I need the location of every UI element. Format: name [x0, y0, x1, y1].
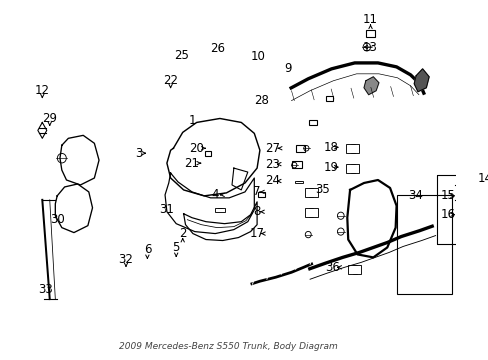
Text: 32: 32: [118, 253, 133, 266]
Text: 13: 13: [362, 41, 376, 54]
Bar: [304, 188, 317, 197]
Text: 29: 29: [42, 112, 57, 125]
Text: 21: 21: [184, 157, 199, 170]
Text: 23: 23: [265, 158, 280, 171]
Bar: [304, 208, 317, 217]
Polygon shape: [413, 69, 428, 92]
Text: 7: 7: [253, 185, 260, 198]
Bar: [346, 144, 359, 153]
Text: 30: 30: [50, 213, 64, 226]
Text: 18: 18: [324, 141, 338, 154]
Bar: [347, 265, 361, 274]
Text: 4: 4: [211, 188, 219, 201]
Text: 9: 9: [284, 62, 291, 75]
Text: 28: 28: [254, 94, 268, 107]
Polygon shape: [363, 77, 378, 95]
Bar: [346, 164, 359, 172]
Text: 16: 16: [439, 208, 454, 221]
Text: 24: 24: [265, 175, 280, 188]
Text: 27: 27: [265, 142, 280, 155]
Text: 36: 36: [325, 261, 339, 274]
Text: 20: 20: [189, 142, 203, 155]
Text: 31: 31: [159, 203, 174, 216]
Text: 5: 5: [172, 241, 180, 254]
Text: 19: 19: [324, 161, 338, 174]
Text: 26: 26: [210, 41, 225, 54]
Text: 33: 33: [38, 283, 52, 296]
Bar: [325, 96, 333, 102]
Bar: [296, 145, 305, 152]
Text: 22: 22: [163, 74, 178, 87]
Text: 2009 Mercedes-Benz S550 Trunk, Body Diagram: 2009 Mercedes-Benz S550 Trunk, Body Diag…: [119, 342, 337, 351]
Bar: [365, 30, 374, 37]
Text: 6: 6: [143, 243, 151, 256]
Text: 11: 11: [362, 13, 377, 26]
Text: 8: 8: [253, 205, 260, 218]
Text: 10: 10: [250, 50, 265, 63]
Text: 12: 12: [35, 84, 50, 97]
Text: 25: 25: [174, 49, 189, 63]
Bar: [214, 208, 224, 212]
Text: 3: 3: [135, 147, 142, 160]
Bar: [396, 195, 451, 294]
Text: 2: 2: [179, 227, 186, 240]
Text: 17: 17: [249, 227, 264, 240]
Text: 14: 14: [476, 171, 488, 185]
Text: 15: 15: [439, 189, 454, 202]
Bar: [308, 120, 316, 125]
Text: 35: 35: [314, 184, 329, 197]
Bar: [204, 151, 211, 156]
Bar: [294, 181, 302, 183]
Bar: [436, 175, 488, 244]
Text: 1: 1: [188, 114, 195, 127]
Bar: [258, 193, 264, 197]
Bar: [292, 161, 301, 168]
Text: 34: 34: [407, 189, 422, 202]
